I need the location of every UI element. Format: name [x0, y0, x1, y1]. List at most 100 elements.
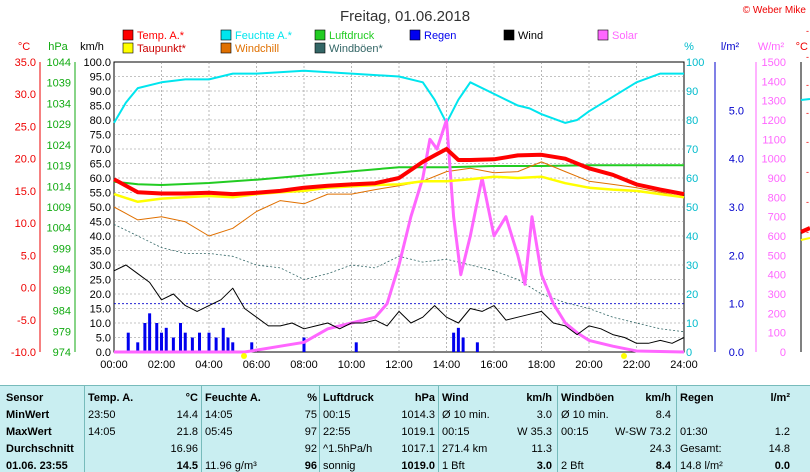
chart-title: Freitag, 01.06.2018 — [340, 8, 470, 25]
column-divider — [557, 386, 558, 472]
next-tick-mark: - — [806, 52, 809, 62]
legend-swatch-windchill — [220, 42, 232, 54]
solar-tick: 600 — [768, 231, 786, 243]
pressure-tick: 979 — [53, 326, 71, 338]
wind-tick: 55.0 — [90, 188, 111, 200]
table-header-sensor: Sensor — [6, 392, 44, 404]
table-header: Wind — [442, 392, 469, 404]
solar-tick: 200 — [768, 308, 786, 320]
pressure-tick: 1044 — [47, 57, 71, 69]
temp-tick: -5.0 — [17, 315, 36, 327]
rain-bar — [136, 342, 140, 352]
table-header-unit: km/h — [645, 392, 671, 404]
rain-bars — [126, 313, 479, 352]
humidity-tick: 30 — [686, 260, 698, 272]
series-lines — [113, 69, 685, 354]
wind-tick: 95.0 — [90, 72, 111, 84]
wind-tick: 90.0 — [90, 86, 111, 98]
wind-tick: 85.0 — [90, 101, 111, 113]
legend-swatch-pressure — [314, 29, 326, 41]
rain-bar — [164, 327, 168, 352]
cell-value: 96 — [304, 460, 317, 472]
legend-label-humidity: Feuchte A.* — [235, 30, 293, 42]
cell-value: 24.3 — [649, 443, 671, 455]
cell-time: 1 Bft — [442, 460, 465, 472]
rain-bar — [155, 323, 159, 352]
cell-value: 1014.3 — [401, 409, 435, 421]
humidity-tick: 60 — [686, 173, 698, 185]
x-tick-label: 20:00 — [575, 359, 603, 371]
rain-bar — [250, 342, 254, 352]
rain-bar — [214, 337, 218, 352]
solar-tick: 1200 — [762, 115, 786, 127]
axes: 35.0 30.0 25.0 20.0 15.0 10.0 5.0 0.0 -5.0 -10.0 1… — [11, 57, 786, 359]
temp-tick: 15.0 — [15, 186, 36, 198]
humidity-tick: 90 — [686, 86, 698, 98]
temp-tick: 0.0 — [21, 283, 36, 295]
legend-swatch-rain — [409, 29, 421, 41]
rain-bar — [143, 323, 147, 352]
solar-tick: 1400 — [762, 76, 786, 88]
solar-tick: 300 — [768, 289, 786, 301]
cell-value: 1017.1 — [401, 443, 435, 455]
series-wind — [113, 264, 685, 344]
cell-time: 23:50 — [88, 409, 116, 421]
series-windchill — [113, 161, 685, 237]
next-tick-mark: - — [806, 167, 809, 177]
solar-tick: 400 — [768, 270, 786, 282]
column-divider — [438, 386, 439, 472]
legend-label-rain: Regen — [424, 30, 456, 42]
next-tick-mark: - — [806, 227, 809, 237]
next-dew-line — [800, 237, 810, 241]
next-tick-mark: - — [806, 26, 809, 36]
humidity-tick: 40 — [686, 231, 698, 243]
humidity-tick: 80 — [686, 115, 698, 127]
cell-time: 11.96 g/m³ — [205, 460, 257, 472]
solar-tick: 500 — [768, 250, 786, 262]
rain-bar — [475, 342, 479, 352]
cell-value: 97 — [304, 426, 317, 438]
cell-value: 8.4 — [655, 460, 671, 472]
cell-value: 0.0 — [774, 460, 790, 472]
series-temp-a — [113, 147, 685, 197]
sunrise-icon — [241, 353, 247, 359]
copyright: © Weber Mike — [743, 5, 807, 16]
table-header: Windböen — [561, 392, 615, 404]
column-divider — [84, 386, 85, 472]
axis-units: °C hPa km/h% l/m² W/m² °C — [18, 41, 808, 53]
x-tick-label: 22:00 — [623, 359, 651, 371]
next-temp-axis-unit: °C — [796, 41, 808, 53]
cell-time: 22:55 — [323, 426, 351, 438]
rain-bar — [456, 327, 460, 352]
rain-tick: 5.0 — [729, 105, 744, 117]
pressure-tick: 1034 — [47, 98, 71, 110]
next-temp-line — [800, 226, 810, 234]
wind-tick: 75.0 — [90, 130, 111, 142]
rain-bar — [126, 332, 130, 352]
temp-tick: 10.0 — [15, 218, 36, 230]
legend-swatch-dew — [122, 42, 134, 54]
cell-time: 05:45 — [205, 426, 233, 438]
table-header-unit: l/m² — [770, 392, 790, 404]
rain-bar — [171, 337, 175, 352]
cell-value: 11.3 — [531, 443, 552, 455]
rain-bar — [148, 313, 152, 352]
column-divider — [319, 386, 320, 472]
x-tick-label: 16:00 — [480, 359, 508, 371]
rain-bar — [226, 337, 230, 352]
wind-tick: 100.0 — [83, 57, 111, 69]
x-tick-label: 00:00 — [100, 359, 128, 371]
legend-label-wind: Wind — [518, 30, 543, 42]
pressure-tick: 984 — [53, 306, 71, 318]
wind-tick: 50.0 — [90, 202, 111, 214]
solar-tick: 0 — [780, 347, 786, 359]
solar-tick: 700 — [768, 212, 786, 224]
wind-tick: 20.0 — [90, 289, 111, 301]
rain-bar — [207, 332, 211, 352]
wind-tick: 40.0 — [90, 231, 111, 243]
rain-bar — [452, 332, 456, 352]
table-header-unit: km/h — [526, 392, 552, 404]
legend-label-pressure: Luftdruck — [329, 30, 375, 42]
cell-value: 16.96 — [170, 443, 198, 455]
cell-value: 8.4 — [655, 409, 671, 421]
